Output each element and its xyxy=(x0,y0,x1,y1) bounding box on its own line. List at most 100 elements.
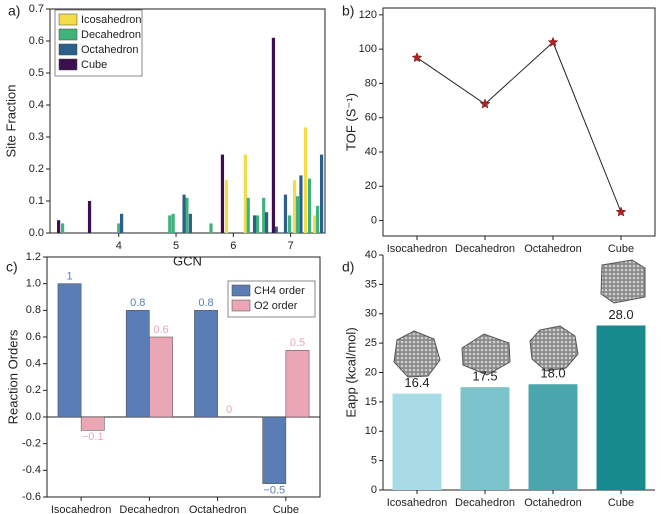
bar xyxy=(295,196,300,233)
legend-swatch xyxy=(231,299,251,312)
bar xyxy=(283,194,288,233)
x-tick-label: Cube xyxy=(273,504,299,514)
y-tick-label: 0.0 xyxy=(26,411,41,423)
x-tick-label: Icosahedron xyxy=(387,497,448,509)
y-tick-label: 80 xyxy=(365,77,377,89)
marker xyxy=(479,98,491,109)
legend-swatch xyxy=(58,13,78,26)
bar xyxy=(224,180,229,233)
bar xyxy=(171,213,175,233)
bar xyxy=(185,197,189,233)
bar xyxy=(57,283,82,418)
y-tick-label: 120 xyxy=(359,9,377,21)
value-label: 16.4 xyxy=(404,375,429,390)
y-tick-label: 20 xyxy=(365,180,377,192)
y-tick-label: 0.6 xyxy=(26,331,41,343)
panel-label: d) xyxy=(342,259,354,275)
bar xyxy=(264,212,269,233)
bar xyxy=(80,416,105,431)
cube-image xyxy=(600,259,646,304)
y-axis-label: Site Fraction xyxy=(3,85,18,158)
bar xyxy=(274,226,278,233)
marker xyxy=(547,36,559,47)
bar xyxy=(120,213,124,233)
y-tick-label: 0.2 xyxy=(29,163,44,175)
value-label: 18.0 xyxy=(540,366,565,381)
y-tick-label: 1.2 xyxy=(26,251,41,263)
bar xyxy=(56,220,61,233)
bar xyxy=(293,180,297,233)
bar xyxy=(262,197,266,233)
bar xyxy=(209,223,213,233)
y-tick-label: 0 xyxy=(371,214,377,226)
y-tick-label: 0.2 xyxy=(26,384,41,396)
x-tick-label: Isocahedron xyxy=(51,504,112,514)
legend-label: Cube xyxy=(81,59,107,71)
y-tick-label: 0.6 xyxy=(29,35,44,47)
y-tick-label: 0.0 xyxy=(29,227,44,239)
bar xyxy=(271,37,276,233)
x-tick-label: Octahedron xyxy=(524,497,581,509)
y-tick-label: 0 xyxy=(371,484,377,496)
panel-label: a) xyxy=(8,3,20,19)
bar xyxy=(315,205,320,233)
bar xyxy=(149,336,173,418)
legend-label: O2 order xyxy=(254,300,298,312)
y-tick-label: 10 xyxy=(365,425,377,437)
y-tick-label: 40 xyxy=(365,249,377,261)
panel-label: b) xyxy=(342,3,354,19)
y-tick-label: 1.0 xyxy=(26,278,41,290)
x-tick-label: Decahedron xyxy=(119,504,179,514)
bar xyxy=(117,223,121,233)
x-tick-label: Octahedron xyxy=(524,243,581,255)
legend-swatch xyxy=(58,28,78,41)
legend-swatch xyxy=(58,58,78,71)
y-tick-label: 0.4 xyxy=(29,99,44,111)
value-label: 28.0 xyxy=(608,307,633,322)
y-tick-label: 0.4 xyxy=(26,358,41,370)
bar xyxy=(303,127,308,233)
y-tick-label: 0.3 xyxy=(29,131,44,143)
y-tick-label: -0.6 xyxy=(22,491,41,503)
x-tick-label: Cube xyxy=(608,497,634,509)
bar xyxy=(285,350,310,418)
bar xyxy=(194,310,218,418)
y-tick-label: 30 xyxy=(365,308,377,320)
x-tick-label: 4 xyxy=(116,240,122,252)
y-tick-label: 60 xyxy=(365,112,377,124)
bar xyxy=(313,215,317,233)
legend-label: Icosahedron xyxy=(81,14,142,26)
legend-swatch xyxy=(58,43,78,56)
line xyxy=(416,41,622,213)
x-tick-label: Octahedron xyxy=(189,504,246,514)
bar xyxy=(392,393,442,490)
x-tick-label: 5 xyxy=(173,240,179,252)
y-tick-label: 5 xyxy=(371,455,377,467)
marker xyxy=(615,206,627,217)
octahedron-image xyxy=(529,325,579,372)
bar xyxy=(307,178,312,233)
panel-label: c) xyxy=(6,259,18,275)
y-tick-label: 20 xyxy=(365,366,377,378)
bar xyxy=(125,310,150,418)
bar xyxy=(319,154,324,233)
plot-frame xyxy=(382,7,656,237)
marker xyxy=(411,52,423,63)
value-label: −0.1 xyxy=(82,431,104,443)
y-tick-label: 15 xyxy=(365,396,377,408)
legend-label: Decahedron xyxy=(81,29,141,41)
x-tick-label: Decahedron xyxy=(455,243,515,255)
legend-label: CH4 order xyxy=(254,285,305,297)
bar xyxy=(252,215,257,233)
plot-frame xyxy=(46,256,321,498)
decahedron-image xyxy=(461,333,511,376)
bar xyxy=(87,201,92,233)
x-axis-label: GCN xyxy=(173,253,202,268)
bar xyxy=(246,197,250,233)
bar xyxy=(460,387,510,490)
icosahedron-image xyxy=(393,330,441,378)
bar xyxy=(220,154,225,233)
bar xyxy=(188,213,192,233)
x-tick-label: Decahedron xyxy=(455,497,515,509)
